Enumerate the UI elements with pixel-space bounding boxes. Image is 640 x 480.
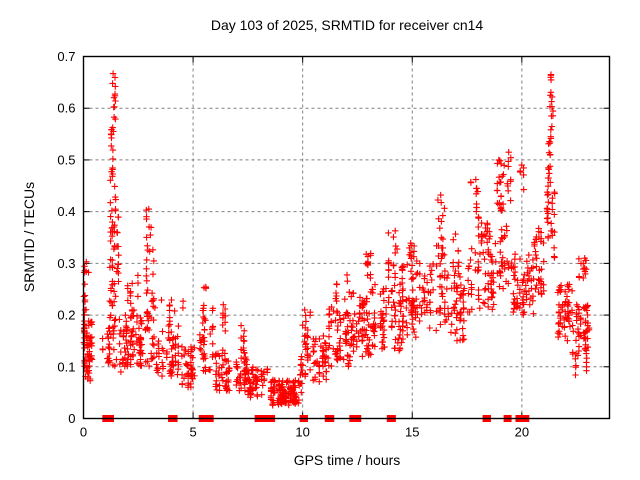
plot-title: Day 103 of 2025, SRMTID for receiver cn1… <box>210 17 484 33</box>
y-tick-label: 0.7 <box>57 49 75 64</box>
y-tick-label: 0.2 <box>57 308 75 323</box>
x-axis-label: GPS time / hours <box>293 452 401 468</box>
y-tick-label: 0.1 <box>57 359 75 374</box>
x-tick-label: 15 <box>405 425 419 440</box>
y-tick-label: 0.5 <box>57 152 75 167</box>
y-tick-label: 0.3 <box>57 256 75 271</box>
plot-border <box>82 55 611 420</box>
x-tick-label: 0 <box>80 425 87 440</box>
tick-labels: 0 5 10 15 20 0 0.1 0.2 0.3 0.4 0.5 0.6 0.7 <box>57 49 529 440</box>
scatter-points <box>80 70 593 409</box>
x-tick-label: 5 <box>189 425 196 440</box>
y-tick-label: 0.4 <box>57 204 75 219</box>
x-tick-label: 20 <box>515 425 529 440</box>
y-tick-label: 0 <box>68 411 75 426</box>
y-tick-label: 0.6 <box>57 101 75 116</box>
x-tick-label: 10 <box>295 425 309 440</box>
